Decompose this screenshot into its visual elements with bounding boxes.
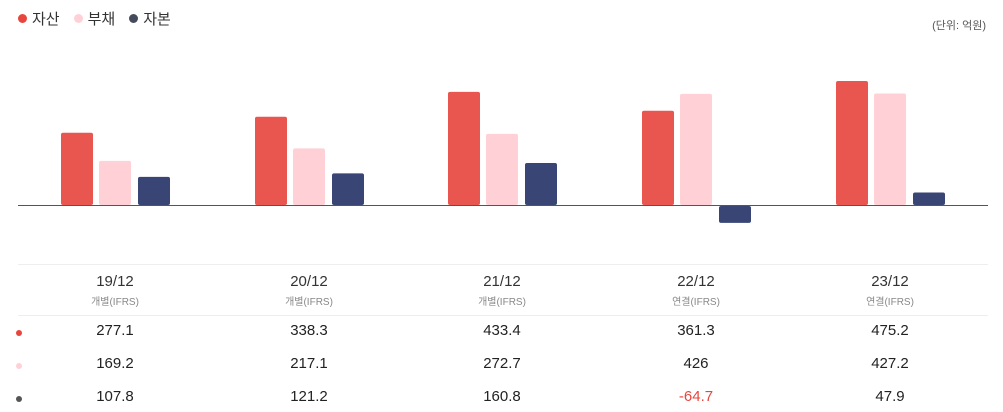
period-label: 21/12 — [483, 273, 521, 290]
table-cell-equity: -64.7 — [678, 388, 714, 405]
bar-equity-23-12[interactable] — [913, 192, 945, 205]
report-type-label: 연결(IFRS) — [866, 297, 914, 308]
report-type-label: 개별(IFRS) — [478, 297, 526, 308]
period-header: 22/12 연결(IFRS) — [636, 273, 756, 308]
period-header: 19/12 개별(IFRS) — [55, 273, 175, 308]
period-header: 21/12 개별(IFRS) — [442, 273, 562, 308]
legend-equity-dot — [129, 14, 139, 23]
table-cell-assets: 361.3 — [677, 322, 715, 339]
legend-liabilities-dot — [73, 14, 83, 23]
report-type-label: 연결(IFRS) — [672, 297, 720, 308]
bar-equity-20-12[interactable] — [332, 173, 364, 205]
bar-equity-19-12[interactable] — [138, 176, 170, 205]
bar-assets-22-12[interactable] — [642, 110, 674, 205]
period-label: 19/12 — [96, 273, 134, 290]
table-cell-liabilities: 169.2 — [96, 355, 134, 372]
period-label: 22/12 — [677, 273, 715, 290]
table-cell-equity: 107.8 — [96, 388, 134, 405]
period-header: 23/12 연결(IFRS) — [830, 273, 950, 308]
bar-equity-21-12[interactable] — [525, 163, 557, 205]
legend-item-assets[interactable]: 자산 — [18, 8, 60, 29]
table-cell-equity: 47.9 — [875, 388, 905, 405]
table-cell-assets: 475.2 — [871, 322, 909, 339]
legend-equity-label: 자본 — [143, 11, 171, 28]
header-divider-bottom — [18, 315, 988, 316]
bar-assets-21-12[interactable] — [448, 91, 480, 205]
legend-assets-dot — [18, 14, 27, 23]
table-cell-equity: 121.2 — [290, 388, 328, 405]
bar-liabilities-23-12[interactable] — [874, 93, 906, 205]
row-equity-dot — [16, 396, 22, 402]
table-cell-equity: 160.8 — [483, 388, 521, 405]
legend-liabilities-label: 부채 — [87, 11, 116, 28]
bar-chart — [18, 81, 988, 223]
legend: 자산 부채 자본 — [18, 8, 171, 29]
bar-assets-20-12[interactable] — [255, 116, 287, 205]
table-cell-assets: 338.3 — [290, 322, 328, 339]
table-cell-liabilities: 217.1 — [290, 355, 328, 372]
bar-assets-19-12[interactable] — [61, 132, 93, 205]
row-liabilities-dot — [16, 363, 22, 369]
header-divider-top — [18, 264, 988, 265]
table-cell-assets: 433.4 — [483, 322, 521, 339]
legend-assets-label: 자산 — [32, 11, 60, 28]
bar-equity-22-12[interactable] — [719, 206, 751, 223]
legend-item-liabilities[interactable]: 부채 — [73, 8, 116, 29]
table-cell-liabilities: 426 — [683, 355, 709, 372]
bar-liabilities-21-12[interactable] — [486, 133, 518, 205]
period-label: 20/12 — [290, 273, 328, 290]
bar-liabilities-20-12[interactable] — [293, 148, 325, 205]
table-cell-liabilities: 272.7 — [483, 355, 521, 372]
period-label: 23/12 — [871, 273, 909, 290]
table-cell-assets: 277.1 — [96, 322, 134, 339]
bar-liabilities-19-12[interactable] — [99, 160, 131, 205]
bar-liabilities-22-12[interactable] — [680, 93, 712, 205]
unit-label: (단위: 억원) — [932, 20, 986, 32]
table-cell-liabilities: 427.2 — [871, 355, 909, 372]
row-assets-dot — [16, 330, 22, 336]
report-type-label: 개별(IFRS) — [285, 297, 333, 308]
period-header: 20/12 개별(IFRS) — [249, 273, 369, 308]
report-type-label: 개별(IFRS) — [91, 297, 139, 308]
bar-assets-23-12[interactable] — [836, 81, 868, 205]
legend-item-equity[interactable]: 자본 — [129, 8, 171, 29]
